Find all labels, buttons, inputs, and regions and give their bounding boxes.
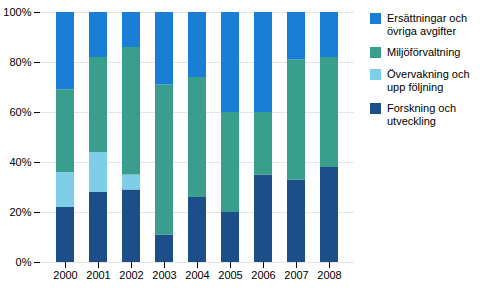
html-text:Övervakning och upp följning: Övervakning och upp följning (387, 67, 470, 93)
svg-text:2003: 2003 (152, 269, 176, 281)
svg-text:100%: 100% (3, 6, 31, 18)
svg-text:60%: 60% (9, 106, 31, 118)
svg-text:20%: 20% (9, 206, 31, 218)
svg-text:2006: 2006 (251, 269, 275, 281)
html-text:Ersättningar och övriga avgift: Ersättningar och övriga avgifter (387, 12, 468, 38)
html-text:Forskning och utveckling: Forskning och utveckling (387, 101, 457, 128)
html-text:Miljöförvaltning: Miljöförvaltning (387, 46, 461, 59)
svg-text:2000: 2000 (53, 269, 77, 281)
svg-text:2008: 2008 (317, 269, 341, 281)
svg-text:2004: 2004 (185, 269, 209, 281)
svg-text:80%: 80% (9, 56, 31, 68)
svg-text:2007: 2007 (284, 269, 308, 281)
svg-text:0%: 0% (16, 256, 32, 268)
svg-text:2001: 2001 (86, 269, 110, 281)
svg-text:40%: 40% (9, 156, 31, 168)
svg-text:2002: 2002 (119, 269, 143, 281)
svg-text:2005: 2005 (218, 269, 242, 281)
